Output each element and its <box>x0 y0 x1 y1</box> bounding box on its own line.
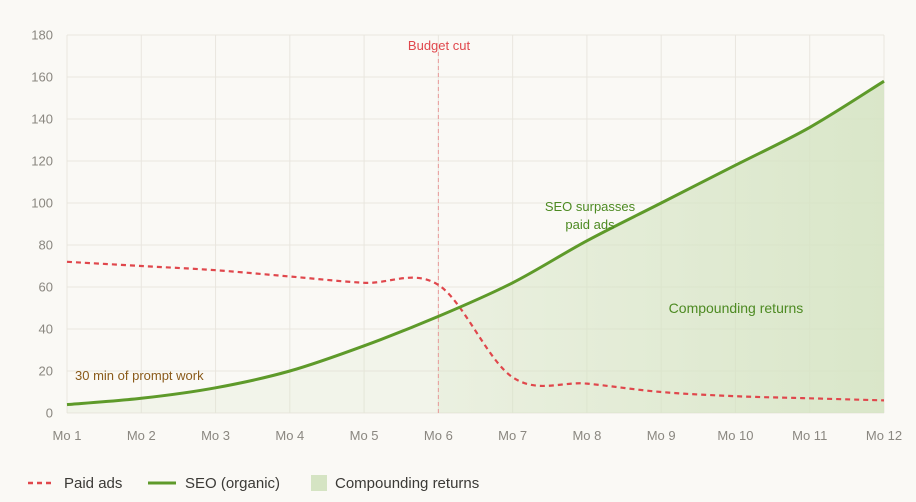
compounding-label: Compounding returns <box>669 300 804 316</box>
legend-label-paid-ads: Paid ads <box>64 475 122 492</box>
x-tick-label-8: Mo 8 <box>572 428 601 443</box>
y-tick-label-160: 160 <box>31 70 53 85</box>
x-tick-label-6: Mo 6 <box>424 428 453 443</box>
x-tick-label-12: Mo 12 <box>866 428 902 443</box>
y-tick-label-180: 180 <box>31 28 53 43</box>
y-tick-label-100: 100 <box>31 196 53 211</box>
x-tick-label-3: Mo 3 <box>201 428 230 443</box>
y-tick-label-40: 40 <box>39 322 53 337</box>
axes: 0 20 40 60 80 100 120 140 160 180 Mo 1 Mo 2 Mo 3 Mo 4… <box>31 28 902 444</box>
legend: Paid ads SEO (organic) Compounding retur… <box>28 475 479 492</box>
x-tick-label-11: Mo 11 <box>792 428 827 443</box>
x-tick-label-9: Mo 9 <box>647 428 676 443</box>
x-tick-label-2: Mo 2 <box>127 428 156 443</box>
x-tick-label-10: Mo 10 <box>717 428 753 443</box>
legend-item-seo: SEO (organic) <box>148 475 280 492</box>
legend-label-seo: SEO (organic) <box>185 475 280 492</box>
area-layer <box>67 81 884 413</box>
y-tick-label-120: 120 <box>31 154 53 169</box>
compounding-returns-area <box>438 81 884 413</box>
x-tick-label-4: Mo 4 <box>275 428 304 443</box>
surpass-label-line2: paid ads <box>565 217 615 232</box>
annotations: Budget cut 30 min of prompt work SEO sur… <box>75 38 803 383</box>
x-tick-label-1: Mo 1 <box>53 428 82 443</box>
legend-swatch-compounding <box>311 475 327 491</box>
legend-item-compounding: Compounding returns <box>311 475 479 492</box>
x-tick-label-7: Mo 7 <box>498 428 527 443</box>
y-tick-label-60: 60 <box>39 280 53 295</box>
y-tick-label-140: 140 <box>31 112 53 127</box>
legend-label-compounding: Compounding returns <box>335 475 479 492</box>
legend-item-paid-ads: Paid ads <box>28 475 122 492</box>
y-tick-label-20: 20 <box>39 364 53 379</box>
y-tick-label-80: 80 <box>39 238 53 253</box>
surpass-label-line1: SEO surpasses <box>545 199 636 214</box>
prompt-work-label: 30 min of prompt work <box>75 368 204 383</box>
paid-ads-line <box>66 260 885 402</box>
series-lines <box>66 52 885 413</box>
y-tick-label-0: 0 <box>46 406 53 421</box>
budget-cut-label: Budget cut <box>408 38 471 53</box>
x-tick-label-5: Mo 5 <box>350 428 379 443</box>
seo-organic-line <box>66 79 885 407</box>
